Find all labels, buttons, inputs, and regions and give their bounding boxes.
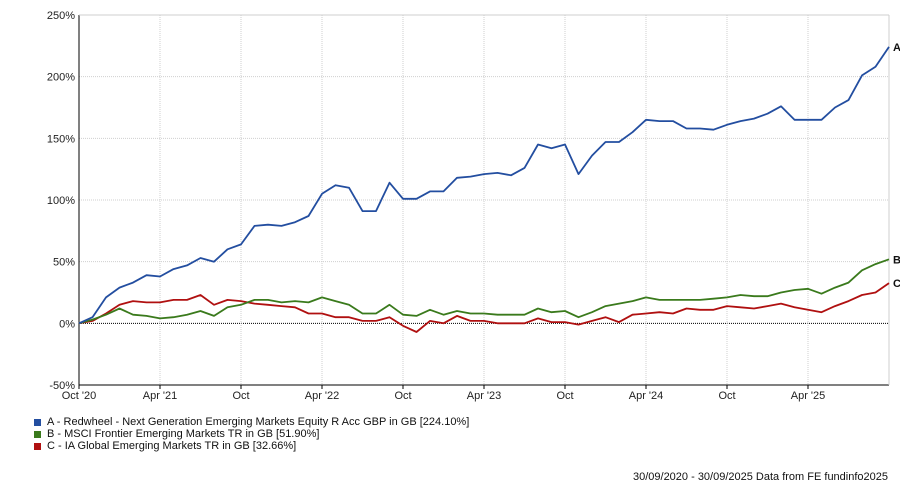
series-layer bbox=[78, 46, 890, 333]
y-tick-label: -50% bbox=[49, 380, 75, 392]
series-line-a bbox=[78, 46, 890, 325]
x-tick-label: Oct '20 bbox=[62, 390, 97, 402]
y-tick-label: 150% bbox=[47, 133, 75, 145]
x-tick-label: Oct bbox=[556, 390, 573, 402]
series-end-label-b: B bbox=[893, 254, 900, 266]
x-tick-label: Apr '23 bbox=[467, 390, 502, 402]
legend-label-c: C - IA Global Emerging Markets TR in GB … bbox=[47, 440, 297, 452]
axis-layer: -50% 0% 50% 100% 150% 200% 250% Oct '20 Apr '21 O… bbox=[47, 10, 890, 402]
legend-swatch-b bbox=[34, 430, 41, 438]
legend-item-b: B - MSCI Frontier Emerging Markets TR in… bbox=[34, 428, 469, 440]
x-tick-label: Oct bbox=[232, 390, 249, 402]
legend: A - Redwheel - Next Generation Emerging … bbox=[34, 416, 469, 452]
legend-item-c: C - IA Global Emerging Markets TR in GB … bbox=[34, 440, 469, 452]
legend-label-a: A - Redwheel - Next Generation Emerging … bbox=[47, 416, 470, 428]
x-tick-label: Apr '22 bbox=[305, 390, 340, 402]
y-tick-label: 250% bbox=[47, 10, 75, 22]
series-end-label-a: A bbox=[893, 42, 900, 54]
series-end-label-c: C bbox=[893, 278, 900, 290]
legend-swatch-a bbox=[34, 418, 41, 426]
legend-swatch-c bbox=[34, 442, 41, 450]
series-line-c bbox=[78, 282, 890, 333]
x-tick-label: Apr '21 bbox=[143, 390, 178, 402]
legend-label-b: B - MSCI Frontier Emerging Markets TR in… bbox=[47, 428, 320, 440]
y-tick-label: 0% bbox=[59, 318, 75, 330]
series-line-b bbox=[78, 258, 890, 325]
x-tick-label: Oct bbox=[394, 390, 411, 402]
grid-layer bbox=[78, 14, 889, 386]
x-tick-label: Oct bbox=[718, 390, 735, 402]
x-tick-label: Apr '25 bbox=[791, 390, 826, 402]
source-footer: 30/09/2020 - 30/09/2025 Data from FE fun… bbox=[632, 471, 888, 483]
y-tick-label: 50% bbox=[53, 257, 75, 269]
label-layer: A BC bbox=[893, 42, 900, 290]
y-tick-label: 200% bbox=[47, 72, 75, 84]
y-tick-label: 100% bbox=[47, 195, 75, 207]
x-tick-label: Apr '24 bbox=[629, 390, 664, 402]
legend-item-a: A - Redwheel - Next Generation Emerging … bbox=[34, 416, 469, 428]
